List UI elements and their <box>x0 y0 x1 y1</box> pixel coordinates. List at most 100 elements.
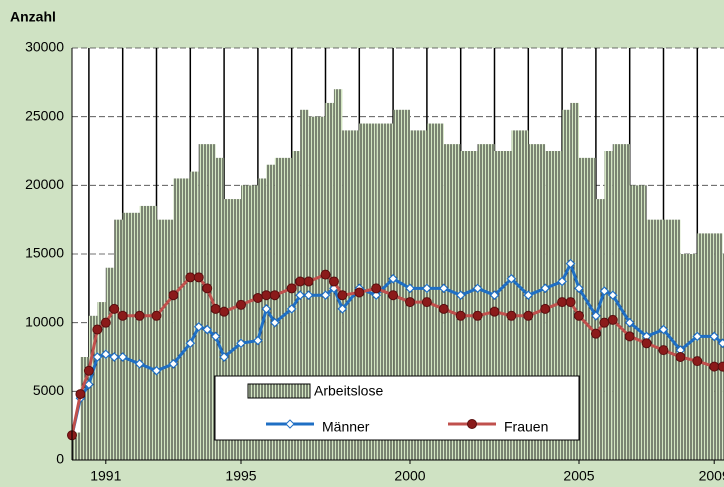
x-tick-label: 2000 <box>394 468 425 484</box>
marker <box>134 310 145 321</box>
marker <box>607 290 618 301</box>
marker <box>286 304 297 314</box>
marker <box>328 276 339 287</box>
marker <box>193 321 204 332</box>
marker <box>261 290 272 301</box>
marker <box>371 283 382 294</box>
marker <box>303 290 314 301</box>
marker <box>388 273 398 284</box>
legend-marker <box>285 419 295 429</box>
y-tick-label: 15000 <box>25 245 64 261</box>
marker <box>591 310 601 321</box>
bar <box>697 233 715 460</box>
bar <box>680 254 698 460</box>
marker <box>92 352 103 362</box>
bar <box>562 109 571 461</box>
marker <box>404 297 415 308</box>
marker <box>84 379 94 390</box>
marker <box>151 310 162 321</box>
bar <box>604 151 613 460</box>
marker <box>599 286 610 296</box>
marker <box>202 324 213 335</box>
y-tick-label: 0 <box>56 451 64 467</box>
bar <box>198 144 208 460</box>
bar <box>266 164 275 460</box>
marker <box>236 338 246 349</box>
marker <box>151 365 162 376</box>
marker <box>658 324 669 335</box>
marker <box>472 283 483 294</box>
marker <box>472 310 483 321</box>
marker <box>523 310 534 321</box>
marker <box>675 352 686 362</box>
bar <box>97 302 106 460</box>
marker <box>337 304 348 314</box>
marker <box>109 303 120 314</box>
legend-label: Männer <box>322 419 370 435</box>
bar <box>139 205 157 460</box>
marker <box>100 317 111 328</box>
marker <box>303 276 314 287</box>
marker <box>641 338 652 349</box>
marker <box>717 338 724 349</box>
legend-label: Arbeitslose <box>314 383 383 399</box>
marker <box>92 324 103 335</box>
marker <box>405 283 415 294</box>
marker <box>269 317 280 328</box>
marker <box>421 297 432 308</box>
legend-label: Frauen <box>504 419 548 435</box>
marker <box>193 272 204 283</box>
marker <box>269 290 280 301</box>
marker <box>388 290 399 301</box>
marker <box>709 361 720 372</box>
marker <box>422 283 432 294</box>
marker <box>565 297 576 308</box>
marker <box>286 283 297 294</box>
marker <box>134 359 145 369</box>
bar <box>190 171 199 460</box>
bar <box>156 219 174 460</box>
bar <box>291 151 301 460</box>
bar <box>72 432 81 460</box>
y-tick-label: 10000 <box>25 313 64 329</box>
marker <box>540 283 551 294</box>
x-tick-label: 2009 <box>699 468 724 484</box>
bar <box>308 116 326 461</box>
y-axis-label: Anzahl <box>10 9 56 25</box>
marker <box>371 290 382 301</box>
marker <box>717 361 724 372</box>
marker <box>573 310 584 321</box>
marker <box>253 335 263 346</box>
marker <box>624 331 635 342</box>
bar <box>88 315 98 460</box>
marker <box>261 304 272 314</box>
marker <box>210 331 221 342</box>
marker <box>506 310 517 321</box>
marker <box>455 290 466 301</box>
marker <box>168 359 179 369</box>
legend-marker <box>467 419 477 429</box>
x-tick-label: 1995 <box>225 468 256 484</box>
bar <box>714 233 723 460</box>
marker <box>557 276 567 287</box>
marker <box>692 331 703 342</box>
y-tick-label: 30000 <box>25 39 64 55</box>
marker <box>83 365 94 376</box>
marker <box>235 299 246 310</box>
bar <box>722 254 724 460</box>
marker <box>295 290 305 301</box>
x-tick-label: 2005 <box>563 468 594 484</box>
x-tick-label: 1991 <box>90 468 121 484</box>
marker <box>320 290 331 301</box>
bar <box>122 212 140 460</box>
marker <box>117 310 128 321</box>
y-tick-label: 25000 <box>25 107 64 123</box>
marker <box>557 297 568 308</box>
y-tick-label: 5000 <box>33 382 64 398</box>
bar <box>612 144 630 460</box>
marker <box>354 287 365 298</box>
bar <box>578 157 596 460</box>
marker <box>100 349 111 360</box>
marker <box>117 352 128 362</box>
bar <box>114 219 123 460</box>
